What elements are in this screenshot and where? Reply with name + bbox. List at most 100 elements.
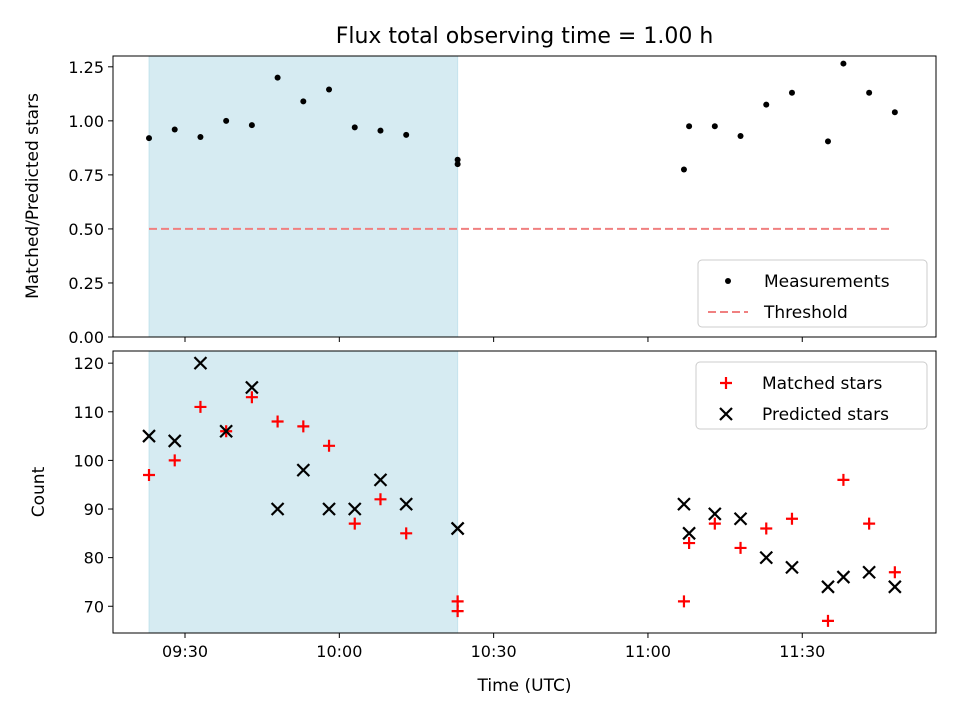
shaded-observing-window <box>148 350 459 634</box>
y-tick-label: 100 <box>73 451 104 470</box>
matched-stars-point <box>451 595 464 608</box>
predicted-stars-point <box>322 502 336 516</box>
matched-stars-point <box>734 541 747 554</box>
matched-stars-point <box>168 454 181 467</box>
y-tick-label: 0.75 <box>68 166 104 185</box>
y-tick-label: 80 <box>84 549 104 568</box>
matched-stars-point <box>297 420 310 433</box>
measurement-point <box>171 126 178 133</box>
measurement-point <box>891 109 898 116</box>
ratio-panel: 0.00 0.25 0.50 0.75 1.00 1.25 Measurements Thre… <box>68 55 937 347</box>
predicted-stars-point <box>759 550 774 565</box>
x-tick-label: 10:30 <box>471 642 517 661</box>
predicted-stars-point <box>219 424 233 439</box>
legend-entry: Matched stars <box>762 374 882 394</box>
predicted-stars-point <box>733 511 748 526</box>
predicted-stars-point <box>888 580 902 594</box>
legend-box <box>697 259 928 328</box>
legend-plus-marker <box>720 377 732 389</box>
legend-entry: Threshold <box>763 303 848 323</box>
matched-stars-point <box>400 527 413 540</box>
legend-entry: Measurements <box>764 272 890 292</box>
measurement-point <box>197 134 204 141</box>
measurement-point <box>840 60 847 67</box>
measurement-point <box>680 166 687 173</box>
predicted-stars-point <box>450 521 465 536</box>
predicted-stars-point <box>193 356 208 370</box>
matched-stars-point <box>888 566 901 579</box>
matched-stars-point <box>143 468 156 481</box>
predicted-stars-point <box>270 502 285 516</box>
top-y-axis-label: Matched/Predicted stars <box>23 93 43 299</box>
legend-dot-marker <box>725 278 731 284</box>
x-axis-label: Time (UTC) <box>477 676 572 696</box>
x-tick-label: 09:30 <box>162 642 208 661</box>
x-tick-label: 11:30 <box>779 642 825 661</box>
matched-stars-point <box>863 517 876 530</box>
matched-stars-point <box>323 439 336 452</box>
y-tick-label: 0.50 <box>68 220 104 239</box>
matched-stars-point <box>374 493 387 506</box>
measurement-point <box>326 86 333 93</box>
matched-stars-point <box>271 415 284 428</box>
matched-stars-point <box>677 595 690 608</box>
predicted-stars-point <box>821 580 835 594</box>
y-tick-label: 0.25 <box>68 274 104 293</box>
chart-title: Flux total observing time = 1.00 h <box>336 24 714 49</box>
predicted-stars-point <box>167 434 182 448</box>
measurement-point <box>711 123 718 130</box>
y-tick-label: 1.00 <box>68 112 104 131</box>
predicted-stars-point <box>862 565 876 580</box>
measurement-point <box>403 131 410 138</box>
measurement-point <box>223 117 230 124</box>
predicted-stars-point <box>785 560 799 575</box>
matched-stars-point <box>245 391 258 404</box>
legend-entry: Predicted stars <box>762 405 889 425</box>
measurement-point <box>146 135 153 142</box>
measurement-point <box>737 132 744 139</box>
plot-frame <box>112 350 937 634</box>
predicted-stars-point <box>142 429 156 443</box>
shaded-observing-window <box>148 55 459 338</box>
predicted-stars-point <box>373 473 388 487</box>
count-panel: 70 80 90 100 110 120 09:30 10:00 10:30 11:00 11:30… <box>73 350 937 661</box>
predicted-stars-point <box>836 570 851 584</box>
matched-stars-point <box>348 517 361 530</box>
matched-stars-point <box>708 517 721 530</box>
y-tick-label: 90 <box>84 500 104 519</box>
measurement-point <box>788 89 795 96</box>
y-tick-label: 1.25 <box>68 58 104 77</box>
matched-stars-point <box>760 522 773 535</box>
legend-box <box>695 361 928 430</box>
matched-stars-point <box>683 537 696 550</box>
measurement-point <box>377 127 384 134</box>
plot-frame <box>112 55 937 338</box>
measurement-point <box>300 98 307 105</box>
predicted-stars-point <box>677 497 691 511</box>
measurement-point <box>274 74 281 81</box>
matched-stars-point <box>785 512 798 525</box>
predicted-stars-point <box>245 380 259 395</box>
measurement-point <box>351 124 358 131</box>
predicted-stars-point <box>399 497 413 511</box>
matched-stars-point <box>194 400 207 413</box>
measurement-point <box>686 123 693 130</box>
matched-stars-point <box>821 614 834 627</box>
legend-x-marker <box>719 407 733 421</box>
measurement-point <box>763 101 770 108</box>
bottom-y-axis-label: Count <box>29 466 49 517</box>
predicted-stars-point <box>682 526 696 541</box>
measurement-point <box>824 138 831 145</box>
x-tick-label: 11:00 <box>625 642 671 661</box>
y-tick-label: 110 <box>73 403 104 422</box>
predicted-stars-point <box>347 502 362 516</box>
y-tick-label: 120 <box>73 354 104 373</box>
predicted-stars-point <box>296 463 311 477</box>
x-tick-label: 10:00 <box>316 642 362 661</box>
measurement-point <box>454 156 461 163</box>
measurement-point <box>454 161 461 168</box>
measurement-point <box>248 122 255 129</box>
y-tick-label: 0.00 <box>68 328 104 347</box>
predicted-stars-point <box>708 507 722 521</box>
